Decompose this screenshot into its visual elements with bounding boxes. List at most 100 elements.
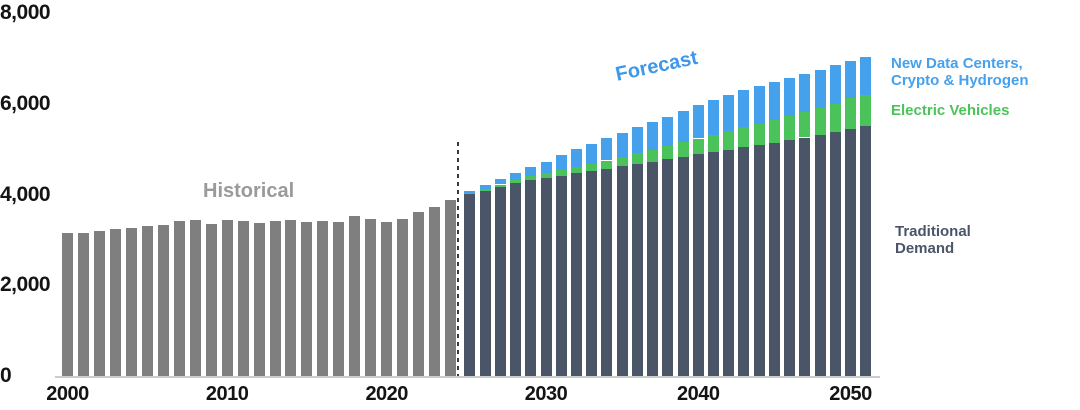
bar-2040-ev [692, 138, 704, 155]
xtick-2040: 2040 [677, 383, 720, 405]
bar-2027-ev [494, 184, 506, 187]
bar-historical-2003 [109, 229, 121, 376]
bar-2036-datacenters [631, 127, 643, 154]
bar-2037-traditional [647, 161, 659, 376]
bar-historical-2018 [349, 215, 361, 376]
bar-2036-ev [631, 153, 643, 164]
bar-2048-traditional [814, 135, 826, 376]
bar-2047-ev [799, 112, 811, 138]
bar-historical-2009 [205, 224, 217, 376]
bar-historical-2019 [365, 218, 377, 376]
bar-2033-datacenters [586, 143, 598, 164]
bar-2042-ev [723, 131, 735, 150]
bar-2043-datacenters [738, 90, 750, 128]
bar-2039-traditional [677, 156, 689, 376]
bar-2050-traditional [845, 128, 856, 376]
bar-2044-ev [753, 123, 765, 145]
bar-2026-traditional [479, 190, 491, 376]
bar-2027-traditional [494, 187, 506, 376]
bar-2030-traditional [540, 178, 552, 376]
legend-traditional-demand-line2: Demand [895, 240, 955, 257]
bar-2051-datacenters [860, 57, 872, 95]
ytick-8000: 8,000 [0, 1, 51, 24]
bar-2042-datacenters [723, 95, 735, 132]
bar-2049-ev [829, 104, 841, 133]
bar-historical-2012 [253, 222, 265, 376]
bar-historical-2002 [93, 230, 105, 376]
bar-2034-ev [601, 160, 613, 169]
bar-2044-traditional [753, 145, 765, 376]
bar-2044-datacenters [753, 86, 765, 124]
bar-2046-ev [784, 116, 796, 140]
xtick-2030: 2030 [524, 383, 568, 405]
bar-2047-traditional [799, 137, 811, 376]
bar-2031-traditional [555, 175, 567, 376]
xtick-2010: 2010 [205, 383, 249, 405]
bar-historical-2000 [62, 233, 73, 376]
bar-2028-traditional [510, 183, 521, 376]
bar-historical-2007 [173, 221, 185, 376]
bar-2034-datacenters [601, 138, 613, 161]
bar-2031-datacenters [555, 155, 567, 170]
bar-2050-datacenters [845, 60, 856, 98]
bar-2027-datacenters [494, 178, 506, 185]
bar-historical-2020 [381, 222, 393, 376]
bar-historical-2013 [269, 221, 281, 376]
bar-2043-traditional [738, 147, 750, 376]
ytick-2000: 2,000 [0, 273, 51, 297]
bar-2049-datacenters [829, 65, 841, 105]
bar-2037-datacenters [647, 122, 659, 150]
bar-2047-datacenters [799, 73, 811, 113]
bar-2050-ev [845, 97, 856, 129]
bar-2041-datacenters [708, 100, 719, 135]
bar-2029-ev [525, 176, 537, 181]
bar-2046-datacenters [784, 77, 796, 116]
bar-2048-ev [814, 108, 826, 136]
legend-electric-vehicles-label: Electric Vehicles [891, 102, 1010, 119]
xtick-2050: 2050 [829, 383, 872, 405]
legend-new-data-centers-line2: Crypto & Hydrogen [891, 72, 1029, 89]
bar-2028-datacenters [510, 172, 521, 180]
legend-electric-vehicles: Electric Vehicles [891, 102, 1009, 119]
bar-2032-ev [570, 166, 582, 174]
bar-2045-ev [768, 119, 780, 143]
bar-historical-2011 [237, 220, 249, 376]
bar-2035-ev [616, 156, 628, 167]
bar-2048-datacenters [814, 69, 826, 109]
bar-2037-ev [647, 149, 659, 162]
bar-historical-2014 [285, 219, 297, 376]
bar-2039-datacenters [677, 110, 689, 143]
bar-2029-datacenters [525, 166, 537, 177]
bar-2035-datacenters [616, 132, 628, 157]
bar-2042-traditional [723, 149, 735, 376]
bar-2049-traditional [829, 132, 841, 376]
x-axis-line [55, 376, 880, 378]
bar-2034-traditional [601, 168, 613, 376]
bar-2038-datacenters [662, 116, 674, 147]
bar-2025-traditional [464, 194, 476, 376]
bar-historical-2017 [333, 222, 345, 376]
ytick-0: 0 [0, 364, 12, 387]
ytick-6000: 6,000 [0, 91, 51, 115]
bar-historical-2024 [445, 199, 456, 376]
bar-historical-2023 [429, 206, 441, 376]
bar-historical-2006 [157, 224, 169, 376]
bar-2026-datacenters [479, 184, 491, 189]
bar-2041-traditional [708, 152, 719, 376]
bar-historical-2021 [397, 218, 409, 376]
bar-2036-traditional [631, 163, 643, 376]
bar-historical-2001 [78, 232, 89, 376]
bar-historical-2015 [301, 221, 313, 376]
bar-2040-datacenters [692, 104, 704, 139]
bar-2035-traditional [616, 166, 628, 376]
bar-2031-ev [555, 170, 567, 176]
bar-2038-ev [662, 146, 674, 160]
bar-2033-traditional [586, 171, 598, 376]
bar-historical-2022 [413, 212, 425, 376]
bar-2033-ev [586, 163, 598, 172]
bar-2038-traditional [662, 159, 674, 376]
ytick-4000: 4,000 [0, 182, 51, 206]
historical-label: Historical [203, 180, 295, 202]
